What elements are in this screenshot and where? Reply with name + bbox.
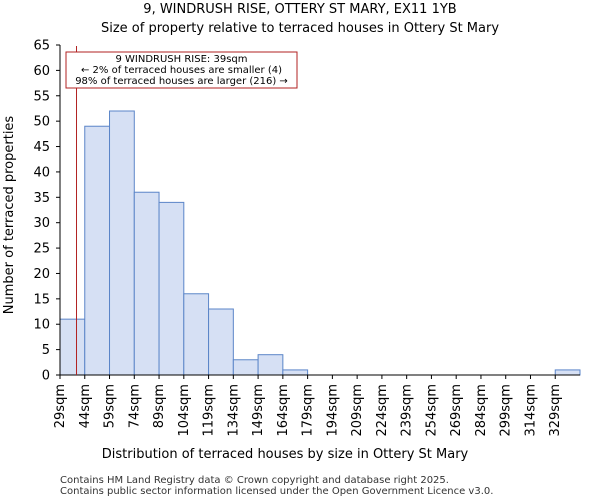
y-tick-label: 55 [33,89,50,104]
x-tick-label: 254sqm [424,384,439,437]
y-tick-label: 15 [33,292,50,307]
x-tick-label: 299sqm [499,384,514,437]
x-tick-label: 104sqm [177,384,192,437]
y-tick-label: 45 [33,140,50,155]
annotation-line-3: 98% of terraced houses are larger (216) … [75,76,288,87]
y-tick-label: 35 [33,191,50,206]
x-tick-label: 329sqm [548,384,563,437]
x-tick-label: 224sqm [375,384,390,437]
x-axis-label: Distribution of terraced houses by size … [102,447,469,462]
y-axis-label: Number of terraced properties [2,116,17,315]
y-tick-label: 65 [33,39,50,54]
y-tick-label: 25 [33,242,50,257]
x-tick-label: 269sqm [449,384,464,437]
y-tick-label: 5 [42,343,50,358]
annotation-border [65,51,298,89]
y-tick-label: 20 [33,267,50,282]
x-tick-label: 29sqm [53,384,68,428]
annotation-line-1: 9 WINDRUSH RISE: 39sqm [115,54,247,65]
footer-line-1: Contains HM Land Registry data © Crown c… [60,475,449,486]
chart-title-line-2: Size of property relative to terraced ho… [101,21,499,36]
bar-149sqm [257,354,284,376]
bar-29sqm [59,318,86,376]
y-tick-label: 60 [33,64,50,79]
x-tick-label: 74sqm [127,384,142,428]
chart-title-line-1: 9, WINDRUSH RISE, OTTERY ST MARY, EX11 1… [143,2,456,17]
x-tick-label: 44sqm [78,384,93,428]
x-tick-label: 209sqm [350,384,365,437]
bar-59sqm [109,110,135,376]
x-tick-label: 194sqm [325,384,340,437]
x-ticks-group: 29sqm 44sqm 59sqm 74sqm 89sqm 104sqm 119sqm 134… [53,375,563,437]
footer-line-2: Contains public sector information licen… [60,486,493,497]
y-tick-label: 10 [33,318,50,333]
x-tick-label: 134sqm [226,384,241,437]
y-tick-label: 40 [33,165,50,180]
bar-89sqm [158,201,185,376]
x-tick-label: 119sqm [202,384,217,437]
bar-119sqm [208,308,234,376]
x-tick-label: 59sqm [103,384,118,428]
y-tick-label: 50 [33,115,50,130]
x-tick-label: 284sqm [474,384,489,437]
bars-group [59,110,581,376]
y-tick-label: 30 [33,216,50,231]
x-tick-label: 164sqm [276,384,291,437]
annotation-box: 9 WINDRUSH RISE: 39sqm ← 2% of terraced … [65,51,298,89]
bar-329sqm [554,369,581,376]
annotation-line-2: ← 2% of terraced houses are smaller (4) [81,65,282,76]
bar-104sqm [183,293,210,376]
x-tick-label: 179sqm [301,384,316,437]
bar-74sqm [133,191,160,376]
y-ticks-group: 0 5 10 15 20 25 30 35 40 45 50 55 60 65 [33,39,60,384]
x-tick-label: 149sqm [251,384,266,437]
x-tick-label: 239sqm [400,384,415,437]
bar-164sqm [282,369,309,376]
bar-134sqm [232,359,259,376]
bar-44sqm [84,125,111,376]
x-tick-label: 89sqm [152,384,167,428]
x-tick-label: 314sqm [523,384,538,437]
y-tick-label: 0 [42,369,50,384]
